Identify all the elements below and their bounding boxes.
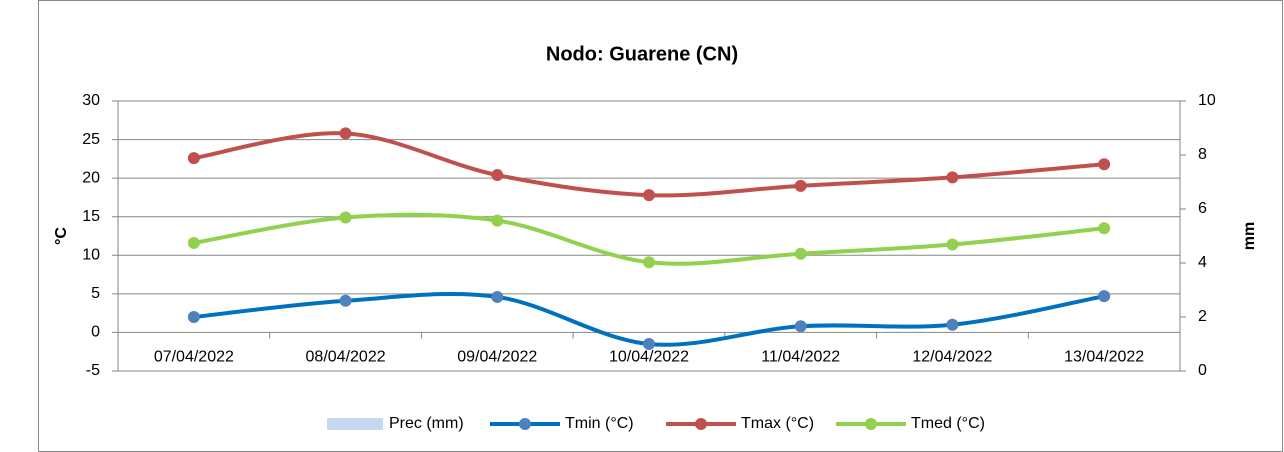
y-axis-label: °C: [53, 227, 70, 245]
y2-tick-label: 2: [1198, 308, 1207, 325]
x-tick-label: 08/04/2022: [306, 349, 386, 366]
data-point: [1098, 158, 1111, 171]
y-tick-label: 10: [82, 247, 100, 264]
y2-tick-label: 4: [1198, 254, 1207, 271]
data-point: [946, 238, 959, 251]
data-point: [491, 169, 504, 182]
y2-axis-label: mm: [1241, 222, 1258, 250]
legend-swatch: [327, 418, 383, 430]
data-point: [491, 214, 504, 227]
x-tick-label: 12/04/2022: [912, 349, 992, 366]
y-tick-label: 20: [82, 169, 100, 186]
y2-tick-label: 10: [1198, 92, 1216, 109]
data-point: [1098, 290, 1111, 303]
legend-label: Prec (mm): [389, 415, 464, 432]
y2-tick-label: 0: [1198, 362, 1207, 379]
data-point: [339, 294, 352, 307]
data-point: [794, 179, 807, 192]
data-point: [794, 247, 807, 260]
chart-frame: [38, 0, 1283, 452]
chart-title: Nodo: Guarene (CN): [546, 43, 738, 65]
data-point: [339, 127, 352, 140]
data-point: [1098, 222, 1111, 235]
y-tick-label: 30: [82, 92, 100, 109]
legend-marker: [519, 418, 531, 430]
legend-label: Tmed (°C): [911, 415, 985, 432]
y2-tick-label: 8: [1198, 146, 1207, 163]
y-tick-label: 15: [82, 208, 100, 225]
x-tick-label: 07/04/2022: [154, 349, 234, 366]
legend-label: Tmax (°C): [741, 415, 814, 432]
x-tick-label: 13/04/2022: [1064, 349, 1144, 366]
x-tick-label: 11/04/2022: [761, 349, 840, 366]
y-tick-label: 25: [82, 131, 100, 148]
legend-label: Tmin (°C): [565, 415, 634, 432]
y2-tick-label: 6: [1198, 200, 1207, 217]
x-tick-label: 10/04/2022: [609, 349, 689, 366]
data-point: [643, 189, 655, 202]
y-tick-label: -5: [86, 362, 100, 379]
data-point: [187, 236, 200, 249]
legend-marker: [865, 418, 877, 430]
y-tick-label: 5: [91, 285, 100, 302]
x-tick-label: 09/04/2022: [457, 349, 537, 366]
data-point: [946, 171, 959, 184]
data-point: [187, 311, 200, 323]
data-point: [794, 320, 807, 333]
data-point: [946, 318, 959, 331]
data-point: [187, 152, 200, 165]
data-point: [643, 338, 655, 350]
data-point: [339, 211, 352, 224]
y-tick-label: 0: [91, 324, 100, 341]
legend-marker: [695, 418, 707, 430]
data-point: [643, 256, 655, 269]
data-point: [491, 290, 504, 303]
